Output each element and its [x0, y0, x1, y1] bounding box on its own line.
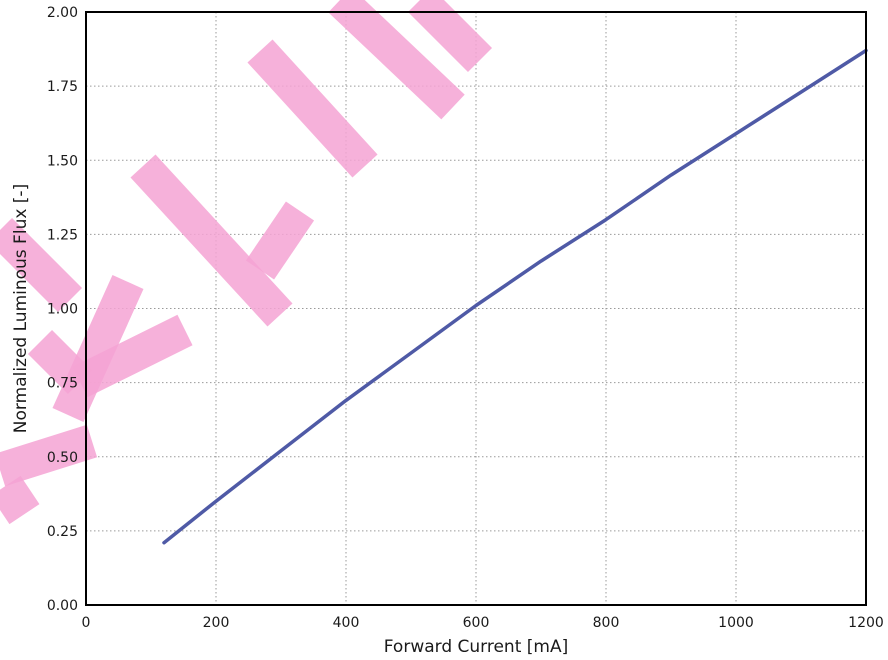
- y-axis-title: Normalized Luminous Flux [-]: [11, 184, 31, 433]
- watermark-stroke: [130, 154, 293, 327]
- watermark-stroke: [328, 0, 465, 120]
- watermark-stroke: [407, 0, 493, 73]
- watermark-stroke: [245, 201, 315, 280]
- watermark-stroke: [0, 424, 98, 487]
- series-line: [162, 48, 868, 545]
- y-axis-ticks: 0.00 0.25 0.50 0.75 1.00 1.25 1.50 1.75 2.00: [47, 5, 78, 614]
- watermark-stroke: [247, 39, 378, 178]
- x-tick-label: 600: [463, 615, 490, 631]
- plot-frame: [85, 11, 867, 606]
- y-tick-label: 1.50: [47, 153, 78, 169]
- y-tick-label: 1.75: [47, 79, 78, 95]
- series-layer: [162, 48, 868, 545]
- x-tick-label: 0: [82, 615, 91, 631]
- x-axis-ticks: 0 200 400 600 800 1000 1200: [82, 615, 884, 631]
- x-tick-label: 800: [593, 615, 620, 631]
- y-tick-label: 2.00: [47, 5, 78, 21]
- x-tick-label: 200: [203, 615, 230, 631]
- watermark-stroke: [0, 217, 83, 313]
- x-tick-label: 1200: [848, 615, 884, 631]
- x-tick-label: 400: [333, 615, 360, 631]
- y-tick-label: 0.50: [47, 450, 78, 466]
- y-tick-label: 0.25: [47, 524, 78, 540]
- watermark-stroke: [52, 275, 144, 422]
- y-tick-label: 1.25: [47, 227, 78, 243]
- y-tick-label: 0.00: [47, 598, 78, 614]
- y-tick-label: 0.75: [47, 376, 78, 392]
- x-tick-label: 1000: [718, 615, 754, 631]
- watermark: [0, 0, 493, 525]
- x-axis-title: Forward Current [mA]: [384, 637, 568, 657]
- watermark-stroke: [0, 475, 40, 525]
- grid-lines: [86, 12, 866, 605]
- y-tick-label: 1.00: [47, 302, 78, 318]
